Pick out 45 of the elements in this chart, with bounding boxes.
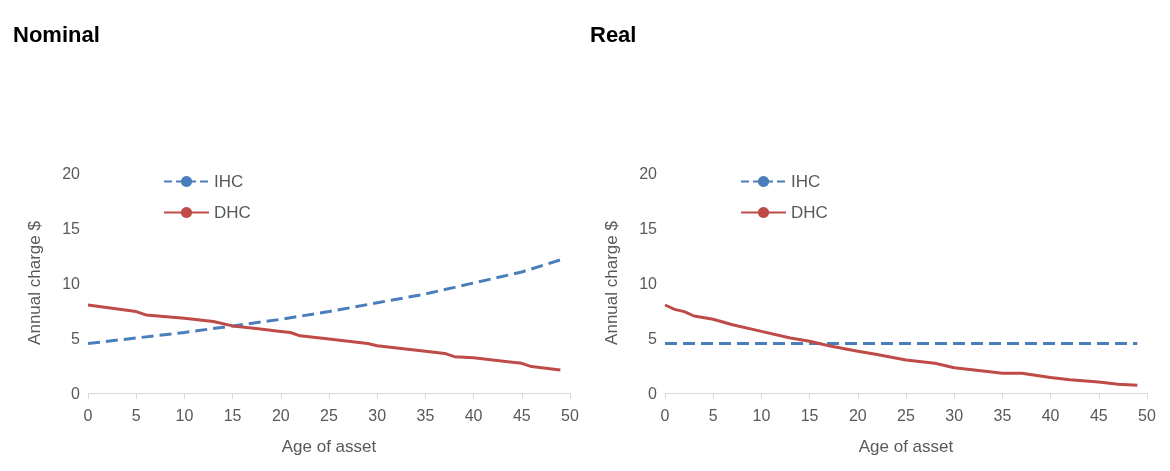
y-tick-label: 20 [62,164,81,182]
x-tick-label: 20 [848,406,867,424]
legend-label: DHC [214,203,251,222]
x-tick-label: 0 [83,406,93,424]
legend-label: IHC [214,172,244,191]
legend-label: IHC [791,172,821,191]
x-tick-label: 30 [945,406,964,424]
x-tick-label: 35 [416,406,435,424]
line-series [663,303,1139,387]
x-tick-label: 50 [561,406,579,424]
x-axis-title: Age of asset [281,437,377,456]
x-tick-label: 45 [512,406,531,424]
y-tick-label: 15 [62,219,81,237]
y-tick-label: 15 [639,219,658,237]
line-series [86,258,562,345]
x-tick-label: 15 [800,406,819,424]
chart-title: Nominal [13,21,100,47]
x-tick-label: 10 [175,406,194,424]
y-tick-label: 10 [62,274,81,292]
chart-title: Real [590,21,637,47]
y-tick-label: 20 [639,164,658,182]
y-tick-label: 10 [639,274,658,292]
x-tick-label: 25 [897,406,915,424]
x-tick-label: 10 [752,406,771,424]
x-axis-title: Age of asset [858,437,954,456]
x-tick-label: 5 [708,406,718,424]
y-tick-label: 5 [71,329,81,347]
x-tick-label: 15 [223,406,242,424]
x-tick-label: 0 [660,406,670,424]
x-tick-label: 40 [464,406,483,424]
y-axis-title: Annual charge $ [25,220,44,345]
y-tick-label: 0 [71,384,81,402]
y-tick-label: 0 [648,384,658,402]
x-tick-label: 5 [131,406,141,424]
x-tick-label: 50 [1138,406,1156,424]
legend-label: DHC [791,203,828,222]
x-tick-label: 40 [1041,406,1060,424]
y-tick-label: 5 [648,329,658,347]
y-axis-title: Annual charge $ [602,220,621,345]
x-tick-label: 35 [993,406,1012,424]
x-tick-label: 30 [368,406,387,424]
line-series [86,303,562,372]
x-tick-label: 25 [320,406,338,424]
x-tick-label: 45 [1089,406,1108,424]
x-tick-label: 20 [271,406,290,424]
